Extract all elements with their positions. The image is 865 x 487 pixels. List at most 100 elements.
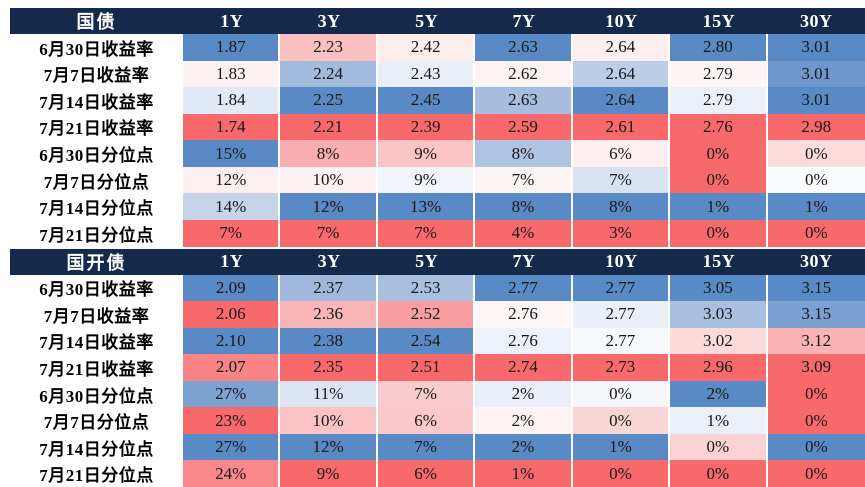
value-cell: 3.12	[767, 327, 865, 355]
value-cell: 0%	[767, 219, 865, 247]
value-cell: 2.77	[572, 301, 671, 328]
value-cell: 12%	[183, 166, 281, 194]
value-cell: 2%	[475, 433, 573, 461]
value-cell: 0%	[767, 140, 865, 167]
value-cell: 2.80	[670, 34, 768, 61]
row-label: 7月21日收益率	[10, 354, 183, 381]
column-header-1y: 1Y	[183, 6, 281, 34]
row-label: 7月7日分位点	[10, 166, 183, 194]
row-label: 7月21日收益率	[10, 113, 183, 141]
value-cell: 0%	[670, 460, 768, 487]
value-cell: 2.51	[377, 354, 476, 381]
value-cell: 8%	[475, 193, 573, 220]
value-cell: 1%	[572, 433, 671, 461]
value-cell: 0%	[767, 380, 865, 408]
row-label: 7月14日分位点	[10, 433, 183, 461]
column-header-5y: 5Y	[377, 6, 476, 34]
row-label: 6月30日分位点	[10, 140, 183, 167]
row-label: 7月21日分位点	[10, 460, 183, 487]
value-cell: 3.02	[670, 327, 768, 355]
value-cell: 3.03	[670, 301, 768, 328]
value-cell: 2.35	[280, 354, 378, 381]
value-cell: 6%	[377, 407, 476, 434]
value-cell: 6%	[377, 460, 476, 487]
value-cell: 3.01	[767, 60, 865, 88]
value-cell: 2.23	[280, 34, 378, 61]
value-cell: 15%	[183, 140, 281, 167]
value-cell: 2.07	[183, 354, 281, 381]
value-cell: 3.05	[670, 274, 768, 302]
value-cell: 11%	[280, 380, 378, 408]
column-header-3y: 3Y	[280, 246, 378, 275]
value-cell: 1.84	[183, 87, 281, 114]
column-header-30y: 30Y	[767, 6, 865, 34]
value-cell: 23%	[183, 407, 281, 434]
column-header-15y: 15Y	[670, 6, 768, 34]
value-cell: 6%	[572, 140, 671, 167]
value-cell: 2.76	[475, 327, 573, 355]
value-cell: 12%	[280, 193, 378, 220]
value-cell: 0%	[767, 433, 865, 461]
value-cell: 2.79	[670, 87, 768, 114]
value-cell: 7%	[572, 166, 671, 194]
value-cell: 1.74	[183, 113, 281, 141]
value-cell: 7%	[183, 219, 281, 247]
value-cell: 2.63	[475, 34, 573, 61]
column-header-1y: 1Y	[183, 246, 281, 275]
value-cell: 2.53	[377, 274, 476, 302]
value-cell: 2.79	[670, 60, 768, 88]
value-cell: 27%	[183, 380, 281, 408]
value-cell: 0%	[670, 140, 768, 167]
value-cell: 14%	[183, 193, 281, 220]
value-cell: 2.37	[280, 274, 378, 302]
value-cell: 4%	[475, 219, 573, 247]
row-label: 7月7日收益率	[10, 60, 183, 88]
value-cell: 2.77	[475, 274, 573, 302]
value-cell: 2.62	[475, 60, 573, 88]
value-cell: 8%	[280, 140, 378, 167]
value-cell: 3.01	[767, 87, 865, 114]
column-header-7y: 7Y	[475, 6, 573, 34]
value-cell: 2.06	[183, 301, 281, 328]
value-cell: 2.39	[377, 113, 476, 141]
value-cell: 27%	[183, 433, 281, 461]
column-header-15y: 15Y	[670, 246, 768, 275]
value-cell: 0%	[572, 460, 671, 487]
row-label: 7月14日分位点	[10, 193, 183, 220]
value-cell: 13%	[377, 193, 476, 220]
value-cell: 9%	[377, 166, 476, 194]
value-cell: 3.01	[767, 34, 865, 61]
row-label: 7月7日收益率	[10, 301, 183, 328]
value-cell: 2.45	[377, 87, 476, 114]
row-label: 6月30日收益率	[10, 34, 183, 61]
value-cell: 0%	[670, 219, 768, 247]
value-cell: 3.15	[767, 301, 865, 328]
value-cell: 2.76	[670, 113, 768, 141]
row-label: 7月7日分位点	[10, 407, 183, 434]
value-cell: 2.21	[280, 113, 378, 141]
value-cell: 0%	[572, 380, 671, 408]
column-header-7y: 7Y	[475, 246, 573, 275]
value-cell: 2.74	[475, 354, 573, 381]
value-cell: 7%	[475, 166, 573, 194]
value-cell: 3.09	[767, 354, 865, 381]
section-title-2: 国开债	[10, 246, 183, 275]
value-cell: 0%	[767, 460, 865, 487]
value-cell: 2.36	[280, 301, 378, 328]
value-cell: 0%	[767, 407, 865, 434]
value-cell: 7%	[377, 380, 476, 408]
column-header-5y: 5Y	[377, 246, 476, 275]
row-label: 6月30日分位点	[10, 380, 183, 408]
bond-yield-percentile-table: 国债 1Y 3Y 5Y 7Y 10Y 15Y 30Y 6月30日收益率 1.87 2.23 2.42 2…	[10, 6, 865, 487]
value-cell: 8%	[572, 193, 671, 220]
value-cell: 2.09	[183, 274, 281, 302]
value-cell: 24%	[183, 460, 281, 487]
value-cell: 3%	[572, 219, 671, 247]
value-cell: 2.54	[377, 327, 476, 355]
value-cell: 2%	[670, 380, 768, 408]
row-label: 6月30日收益率	[10, 274, 183, 302]
value-cell: 3.15	[767, 274, 865, 302]
value-cell: 9%	[280, 460, 378, 487]
value-cell: 2.63	[475, 87, 573, 114]
